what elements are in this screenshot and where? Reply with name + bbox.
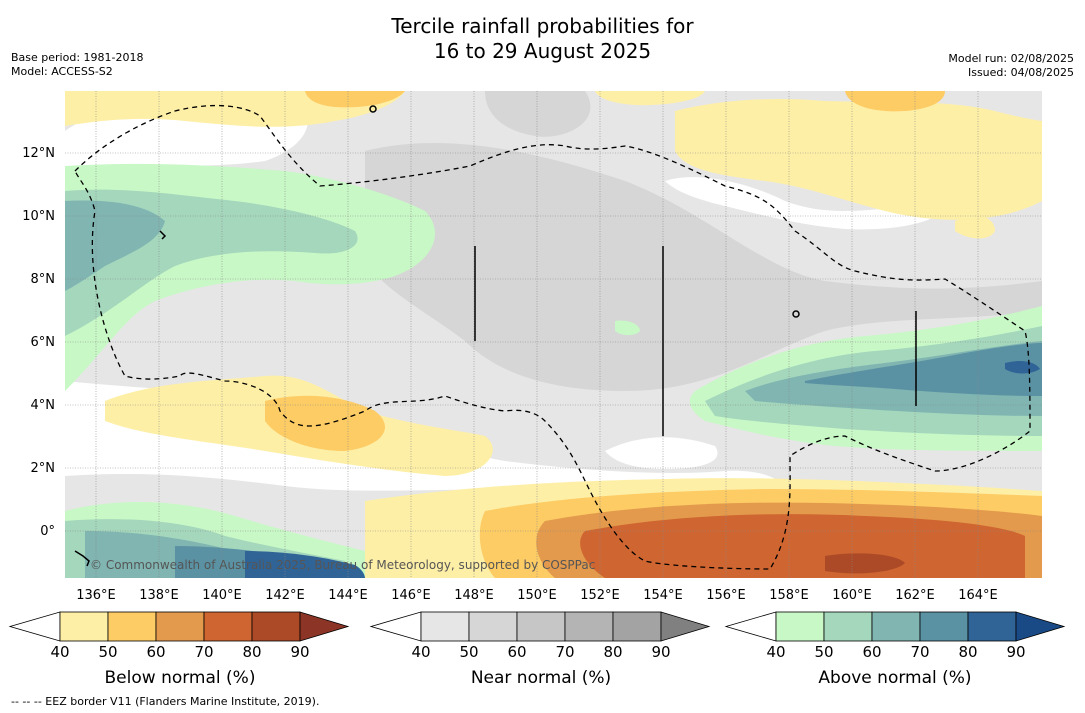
lon-label: 164°E — [958, 588, 998, 603]
cb-tick: 60 — [507, 643, 527, 661]
lon-label: 140°E — [202, 588, 242, 603]
cb-near-high — [660, 611, 711, 642]
lat-label: 4°N — [30, 398, 56, 413]
graticule — [65, 91, 1042, 578]
cb-tick: 40 — [50, 643, 70, 661]
cb-tick: 50 — [459, 643, 479, 661]
map-title: Tercile rainfall probabilities for 16 to… — [0, 14, 1085, 64]
colorbar-below — [8, 611, 350, 642]
model-run: Model run: 02/08/2025 — [948, 52, 1074, 65]
lon-label: 154°E — [643, 588, 683, 603]
cb-above-90 — [967, 611, 1017, 642]
colorbar-above-label: Above normal (%) — [818, 668, 972, 688]
cb-above-60 — [823, 611, 873, 642]
cb-near-low — [369, 611, 422, 642]
meta-right: Model run: 02/08/2025 Issued: 04/08/2025 — [948, 52, 1074, 80]
lon-label: 136°E — [76, 588, 116, 603]
copyright-notice: © Commonwealth of Australia 2025, Bureau… — [90, 558, 596, 572]
lon-label: 150°E — [517, 588, 557, 603]
lon-label: 144°E — [328, 588, 368, 603]
lat-label: 10°N — [22, 209, 55, 224]
lon-label: 156°E — [706, 588, 746, 603]
cb-tick: 90 — [1006, 643, 1026, 661]
cb-below-90 — [251, 611, 301, 642]
colorbar-near — [369, 611, 711, 642]
cb-tick: 40 — [411, 643, 431, 661]
island-markers — [74, 105, 917, 567]
title-line-2: 16 to 29 August 2025 — [433, 39, 652, 63]
cb-tick: 90 — [290, 643, 310, 661]
cb-tick: 60 — [862, 643, 882, 661]
colorbar-above — [724, 611, 1066, 642]
rainfall-probability-map — [65, 91, 1042, 578]
colorbars — [8, 611, 1066, 642]
model-name: Model: ACCESS-S2 — [11, 65, 113, 78]
cb-near-90 — [612, 611, 662, 642]
cb-above-70 — [871, 611, 921, 642]
cb-tick: 70 — [555, 643, 575, 661]
below-normal-shading — [65, 91, 1042, 578]
lat-label: 8°N — [30, 272, 56, 287]
lat-label: 0° — [40, 524, 55, 539]
cb-near-70 — [516, 611, 566, 642]
base-period: Base period: 1981-2018 — [11, 51, 144, 64]
title-line-1: Tercile rainfall probabilities for — [391, 14, 694, 38]
cb-below-60 — [107, 611, 157, 642]
cb-tick: 90 — [651, 643, 671, 661]
colorbar-below-label: Below normal (%) — [104, 668, 256, 688]
cb-tick: 80 — [242, 643, 262, 661]
cb-above-50 — [775, 611, 825, 642]
lon-label: 146°E — [391, 588, 431, 603]
lon-label: 142°E — [265, 588, 305, 603]
cb-tick: 70 — [910, 643, 930, 661]
cb-below-low — [8, 611, 61, 642]
cb-below-70 — [155, 611, 205, 642]
issued-date: Issued: 04/08/2025 — [967, 66, 1074, 79]
cb-tick: 70 — [194, 643, 214, 661]
lat-label: 2°N — [30, 461, 56, 476]
cb-near-50 — [420, 611, 470, 642]
cb-tick: 50 — [98, 643, 118, 661]
lon-label: 160°E — [832, 588, 872, 603]
cb-tick: 50 — [814, 643, 834, 661]
lon-label: 158°E — [769, 588, 809, 603]
cb-below-50 — [59, 611, 109, 642]
cb-near-60 — [468, 611, 518, 642]
eez-footnote: -- -- -- EEZ border V11 (Flanders Marine… — [11, 695, 320, 708]
cb-tick: 80 — [958, 643, 978, 661]
lon-label: 162°E — [895, 588, 935, 603]
cb-near-80 — [564, 611, 614, 642]
cb-above-80 — [919, 611, 969, 642]
eez-border — [74, 104, 1031, 570]
cb-above-low — [724, 611, 777, 642]
lon-label: 152°E — [580, 588, 620, 603]
cb-tick: 80 — [603, 643, 623, 661]
cb-tick: 60 — [146, 643, 166, 661]
cb-below-80 — [203, 611, 253, 642]
cb-below-high — [299, 611, 350, 642]
lat-label: 12°N — [22, 146, 55, 161]
lat-label: 6°N — [30, 335, 56, 350]
colorbar-near-label: Near normal (%) — [470, 668, 612, 688]
cb-above-high — [1015, 611, 1066, 642]
meta-left: Base period: 1981-2018 Model: ACCESS-S2 — [11, 51, 143, 79]
cb-tick: 40 — [766, 643, 786, 661]
lon-label: 138°E — [139, 588, 179, 603]
lon-label: 148°E — [454, 588, 494, 603]
